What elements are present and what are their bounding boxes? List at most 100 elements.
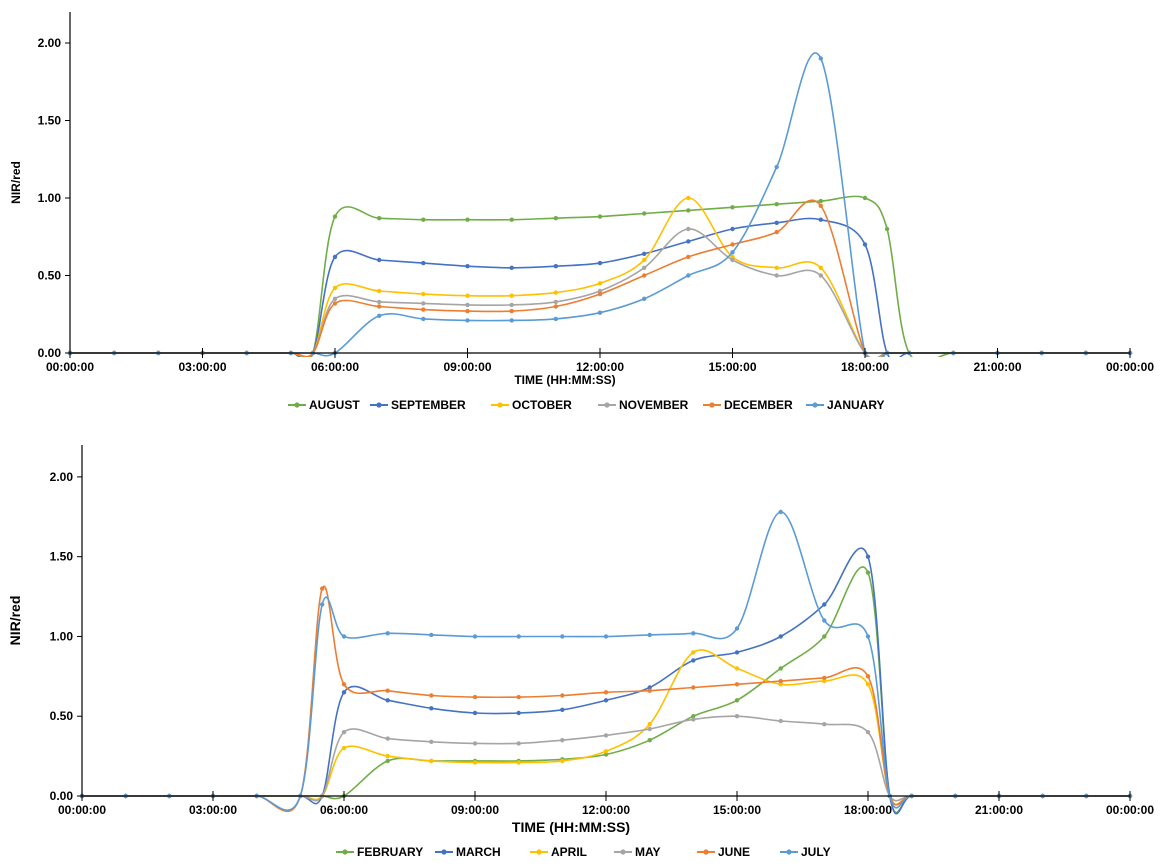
data-point xyxy=(472,710,478,716)
data-point xyxy=(465,308,470,314)
data-point xyxy=(734,626,740,631)
data-point xyxy=(509,308,514,314)
x-tick-label: 03:00:00 xyxy=(189,803,237,817)
y-tick-label: 1.00 xyxy=(50,629,74,643)
x-tick-label: 12:00:00 xyxy=(576,360,624,374)
series-line-january xyxy=(70,52,1130,357)
data-point xyxy=(603,698,609,703)
legend-item: DECEMBER xyxy=(703,398,793,412)
data-point xyxy=(603,752,609,757)
data-point xyxy=(341,730,347,735)
chart-1: 0.00 0.50 1.00 1.50 2.00 00:00:00 03:00:00 06:0… xyxy=(9,12,1154,412)
data-point xyxy=(385,753,390,759)
legend-marker xyxy=(812,402,818,408)
data-point xyxy=(385,688,390,693)
data-point xyxy=(691,650,696,655)
y-axis-title: NIR/red xyxy=(7,596,23,646)
x-axis-title: TIME (HH:MM:SS) xyxy=(512,819,630,835)
data-point xyxy=(818,265,823,270)
legend-item: JULY xyxy=(780,845,831,859)
x-tick-label: 09:00:00 xyxy=(451,803,499,817)
legend-item: AUGUST xyxy=(288,398,360,412)
data-point xyxy=(429,758,434,764)
data-point xyxy=(647,688,652,693)
data-point xyxy=(603,690,609,695)
series-line-april xyxy=(82,649,1130,805)
data-point xyxy=(822,675,827,681)
series-july xyxy=(79,509,1133,811)
legend-label: OCTOBER xyxy=(512,398,572,412)
data-point xyxy=(642,273,647,278)
data-point xyxy=(516,760,521,765)
legend-item: OCTOBER xyxy=(491,398,572,412)
data-point xyxy=(553,304,558,309)
data-point xyxy=(822,678,827,684)
data-point xyxy=(553,290,558,295)
data-point xyxy=(377,304,382,309)
data-point xyxy=(377,313,382,318)
series-line-october xyxy=(70,197,1130,357)
legend-label: JULY xyxy=(801,845,831,859)
legend-marker xyxy=(497,402,503,408)
data-point xyxy=(472,694,478,700)
x-tick-label: 21:00:00 xyxy=(973,360,1021,374)
data-point xyxy=(691,658,696,663)
data-point xyxy=(730,242,735,247)
series-line-may xyxy=(82,715,1130,802)
legend-item: MARCH xyxy=(435,845,501,859)
data-point xyxy=(734,650,740,655)
data-point xyxy=(553,264,558,269)
data-point xyxy=(686,208,691,213)
data-point xyxy=(686,226,691,232)
data-point xyxy=(341,634,347,639)
data-point xyxy=(734,666,740,671)
data-point xyxy=(818,198,823,204)
legend-marker xyxy=(703,849,709,855)
y-tick-label: 1.00 xyxy=(38,191,62,205)
data-point xyxy=(472,741,478,746)
data-point xyxy=(730,226,735,232)
data-point xyxy=(597,310,603,315)
data-point xyxy=(332,301,338,306)
data-point xyxy=(730,250,735,255)
data-point xyxy=(822,602,827,607)
data-point xyxy=(429,739,434,744)
legend-marker xyxy=(294,402,300,408)
series-august xyxy=(67,195,1133,357)
data-point xyxy=(603,733,609,738)
legend-marker xyxy=(709,402,715,408)
legend-label: JANUARY xyxy=(827,398,885,412)
data-point xyxy=(647,726,652,732)
data-point xyxy=(377,257,382,263)
data-point xyxy=(686,254,691,260)
data-point xyxy=(560,707,565,712)
legend-item: SEPTEMBER xyxy=(370,398,466,412)
data-point xyxy=(560,738,565,743)
x-tick-label: 21:00:00 xyxy=(975,803,1023,817)
legend-label: NOVEMBER xyxy=(619,398,689,412)
y-tick-label: 0.50 xyxy=(50,709,74,723)
data-point xyxy=(320,602,325,607)
data-point xyxy=(603,634,609,639)
data-point xyxy=(642,211,647,216)
legend-item: FEBRUARY xyxy=(336,845,423,859)
data-point xyxy=(778,682,783,687)
data-point xyxy=(884,226,890,232)
data-point xyxy=(553,316,558,322)
data-point xyxy=(553,299,558,305)
data-point xyxy=(818,56,823,61)
data-point xyxy=(730,205,735,210)
x-tick-label: 15:00:00 xyxy=(713,803,761,817)
y-axis-title: NIR/red xyxy=(9,161,23,204)
series-line-march xyxy=(82,547,1130,815)
legend-label: APRIL xyxy=(551,845,587,859)
data-point xyxy=(603,749,609,754)
y-tick-label: 1.50 xyxy=(50,550,74,564)
data-point xyxy=(421,291,426,297)
legend: FEBRUARY MARCH APRIL MAY JUNE JULY xyxy=(336,845,831,859)
data-point xyxy=(597,291,603,297)
x-tick-label: 06:00:00 xyxy=(311,360,359,374)
x-tick-label: 18:00:00 xyxy=(844,803,892,817)
data-point xyxy=(778,509,783,515)
